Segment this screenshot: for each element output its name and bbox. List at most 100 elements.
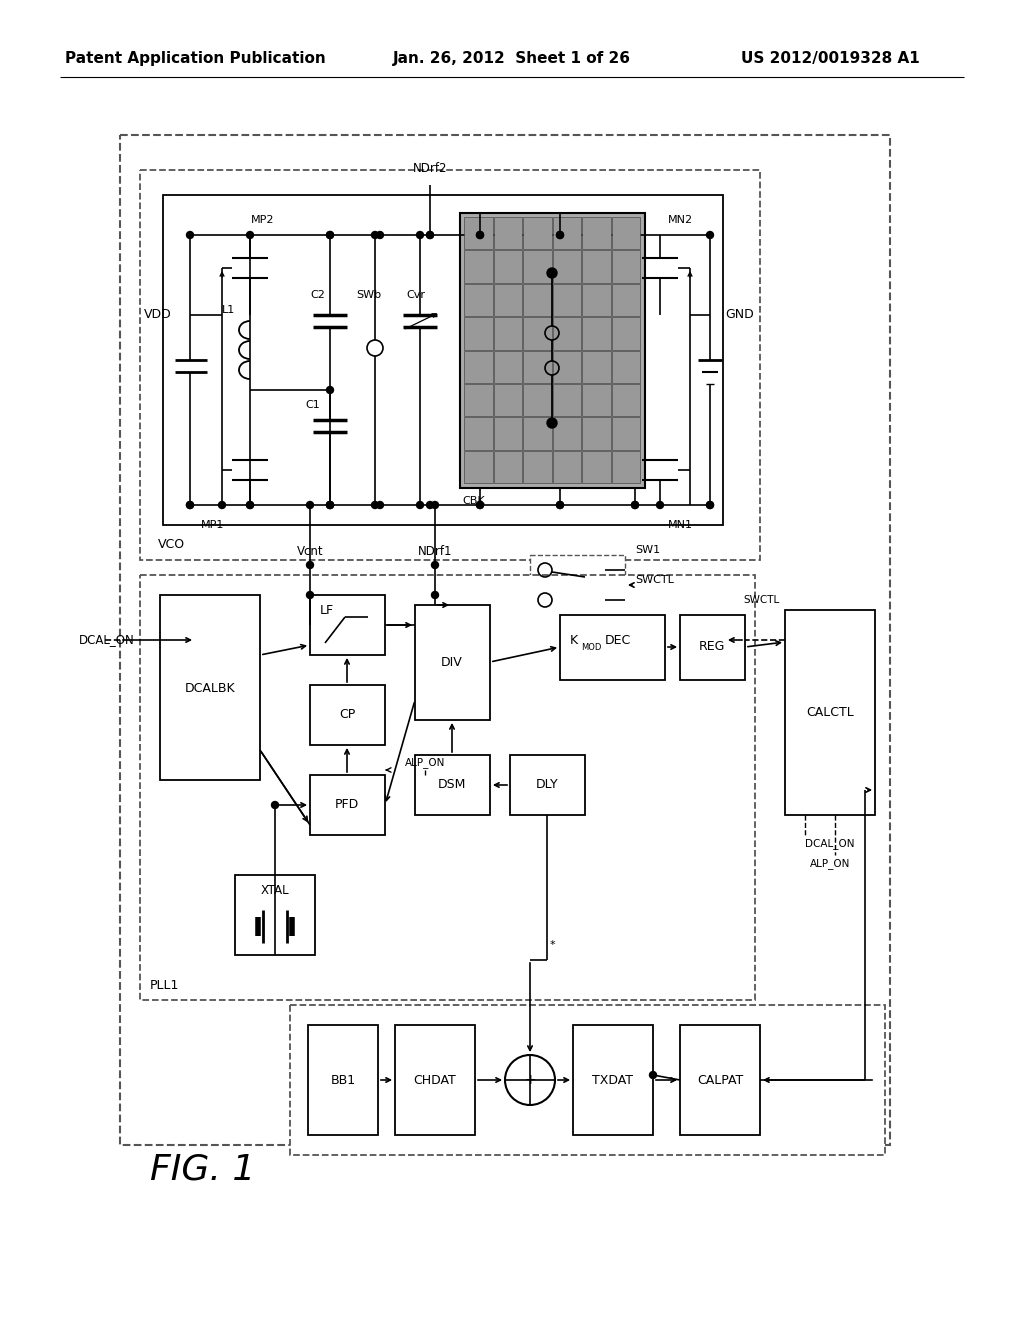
Circle shape [306, 591, 313, 598]
Text: Jan. 26, 2012  Sheet 1 of 26: Jan. 26, 2012 Sheet 1 of 26 [393, 50, 631, 66]
Circle shape [186, 502, 194, 508]
Bar [140, 170, 760, 560]
Bar [611, 216, 640, 249]
Text: Vcnt: Vcnt [297, 545, 324, 558]
Text: +: + [524, 1073, 536, 1086]
Bar [553, 317, 581, 350]
Text: Patent Application Publication: Patent Application Publication [65, 50, 326, 66]
Text: GND: GND [725, 309, 754, 322]
Bar [290, 1005, 885, 1155]
Bar [523, 417, 552, 450]
Bar [582, 216, 610, 249]
Circle shape [431, 502, 438, 508]
Bar [523, 351, 552, 383]
Text: DEC: DEC [605, 634, 631, 647]
Bar [611, 351, 640, 383]
Bar [310, 595, 385, 655]
Circle shape [476, 231, 483, 239]
Circle shape [656, 502, 664, 508]
Bar [553, 351, 581, 383]
Bar [523, 317, 552, 350]
Bar [464, 450, 493, 483]
Text: PLL1: PLL1 [150, 979, 179, 993]
Circle shape [247, 502, 254, 508]
Text: C2: C2 [310, 290, 325, 300]
Text: DCAL_ON: DCAL_ON [79, 634, 135, 647]
Text: C1: C1 [305, 400, 319, 411]
Circle shape [431, 561, 438, 569]
Circle shape [247, 231, 254, 239]
Text: DCAL_ON: DCAL_ON [805, 838, 855, 849]
Bar [582, 351, 610, 383]
Bar [611, 384, 640, 416]
Circle shape [431, 591, 438, 598]
Text: MN2: MN2 [668, 215, 692, 224]
Circle shape [547, 268, 557, 279]
Text: CALCTL: CALCTL [806, 705, 854, 718]
Circle shape [306, 502, 313, 508]
Circle shape [417, 231, 424, 239]
Bar [494, 384, 522, 416]
Bar [494, 216, 522, 249]
Text: *: * [549, 940, 555, 950]
Bar [582, 317, 610, 350]
Text: CBK: CBK [462, 496, 484, 506]
Bar [553, 216, 581, 249]
Bar [680, 615, 745, 680]
Bar [582, 417, 610, 450]
Circle shape [556, 231, 563, 239]
Text: US 2012/0019328 A1: US 2012/0019328 A1 [740, 50, 920, 66]
Circle shape [632, 502, 639, 508]
Circle shape [327, 387, 334, 393]
Circle shape [377, 231, 384, 239]
Bar [460, 213, 645, 488]
Circle shape [649, 1072, 656, 1078]
Text: MP1: MP1 [202, 520, 224, 531]
Bar [573, 1026, 653, 1135]
Bar [553, 417, 581, 450]
Text: SWb: SWb [356, 290, 381, 300]
Bar [310, 775, 385, 836]
Circle shape [186, 231, 194, 239]
Bar [160, 595, 260, 780]
Bar [464, 384, 493, 416]
Text: DSM: DSM [438, 779, 466, 792]
Bar [510, 755, 585, 814]
Circle shape [327, 502, 334, 508]
Text: FIG. 1: FIG. 1 [150, 1152, 255, 1187]
Circle shape [327, 231, 334, 239]
Circle shape [377, 502, 384, 508]
Text: CP: CP [339, 709, 355, 722]
Bar [464, 351, 493, 383]
Bar [523, 251, 552, 282]
Circle shape [186, 502, 194, 508]
Circle shape [707, 231, 714, 239]
Text: L1: L1 [222, 305, 234, 315]
Bar [553, 384, 581, 416]
Bar [680, 1026, 760, 1135]
Bar [582, 384, 610, 416]
Text: ALP_ON: ALP_ON [810, 858, 850, 869]
Text: DLY: DLY [536, 779, 558, 792]
Text: BB1: BB1 [331, 1073, 355, 1086]
Bar [234, 875, 315, 954]
Circle shape [707, 502, 714, 508]
Text: MOD: MOD [581, 643, 601, 652]
Bar [553, 284, 581, 315]
Bar [494, 251, 522, 282]
Bar [523, 384, 552, 416]
Circle shape [427, 231, 433, 239]
Text: MP2: MP2 [251, 215, 274, 224]
Bar [523, 284, 552, 315]
Bar [310, 685, 385, 744]
Bar [494, 284, 522, 315]
Circle shape [476, 502, 483, 508]
Bar [611, 317, 640, 350]
Text: SWCTL: SWCTL [743, 595, 780, 605]
Text: VDD: VDD [144, 309, 172, 322]
Bar [464, 284, 493, 315]
Text: CHDAT: CHDAT [414, 1073, 457, 1086]
Bar [140, 576, 755, 1001]
Bar [553, 450, 581, 483]
Text: DCALBK: DCALBK [184, 681, 236, 694]
